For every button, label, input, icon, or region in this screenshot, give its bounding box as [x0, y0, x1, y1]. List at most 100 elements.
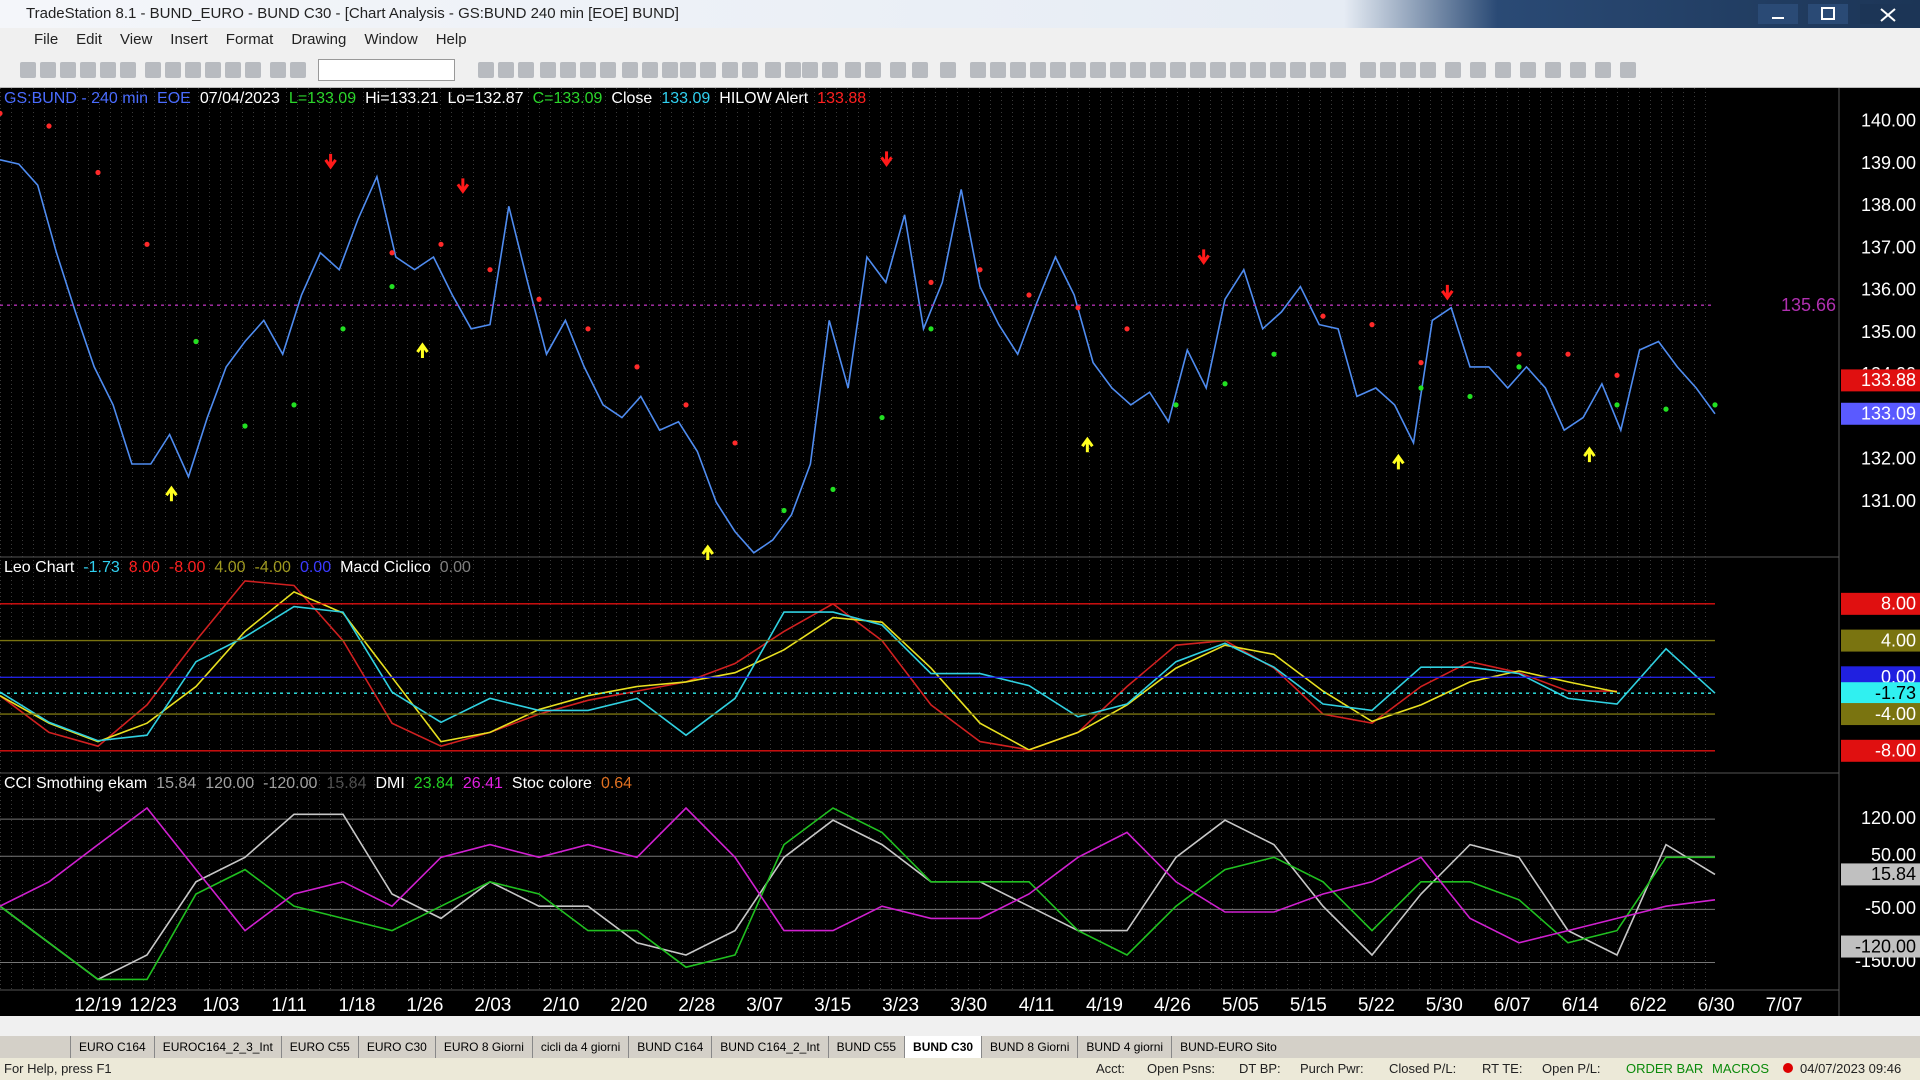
toolbar-button[interactable] [1520, 62, 1536, 78]
toolbar-button[interactable] [912, 62, 928, 78]
menu-item[interactable]: Edit [76, 31, 103, 48]
toolbar-button[interactable] [765, 62, 781, 78]
pane-header-text: Lo=132.87 [448, 90, 524, 107]
toolbar-button[interactable] [290, 62, 306, 78]
toolbar-button[interactable] [1150, 62, 1166, 78]
toolbar-button[interactable] [478, 62, 494, 78]
toolbar-button[interactable] [80, 62, 96, 78]
workspace-tab[interactable]: EURO C30 [357, 1036, 435, 1058]
toolbar-button[interactable] [1010, 62, 1026, 78]
series-line [0, 813, 1716, 981]
toolbar-button[interactable] [1570, 62, 1586, 78]
toolbar-button[interactable] [1130, 62, 1146, 78]
menu-item[interactable]: Window [364, 31, 418, 48]
toolbar-button[interactable] [1620, 62, 1636, 78]
pane-header-text: 133.88 [817, 90, 866, 107]
toolbar-button[interactable] [1290, 62, 1306, 78]
macros-indicator[interactable]: MACROS [1712, 1061, 1770, 1076]
toolbar-button[interactable] [1310, 62, 1326, 78]
toolbar-button[interactable] [1360, 62, 1376, 78]
toolbar-button[interactable] [865, 62, 881, 78]
toolbar-button[interactable] [785, 62, 801, 78]
workspace-tab[interactable]: BUND C164 [628, 1036, 711, 1058]
toolbar-button[interactable] [890, 62, 906, 78]
toolbar-button[interactable] [145, 62, 161, 78]
toolbar-button[interactable] [845, 62, 861, 78]
workspace-tab[interactable]: cicli da 4 giorni [531, 1036, 628, 1058]
toolbar-button[interactable] [225, 62, 241, 78]
workspace-tab[interactable]: BUND C164_2_Int [711, 1036, 827, 1058]
toolbar-button[interactable] [1110, 62, 1126, 78]
toolbar-button[interactable] [1270, 62, 1286, 78]
workspace-tab[interactable]: BUND 8 Giorni [981, 1036, 1077, 1058]
toolbar-button[interactable] [1380, 62, 1396, 78]
toolbar-button[interactable] [185, 62, 201, 78]
toolbar-button[interactable] [940, 62, 956, 78]
toolbar-button[interactable] [1190, 62, 1206, 78]
menu-item[interactable]: Drawing [291, 31, 347, 48]
toolbar-button[interactable] [1050, 62, 1066, 78]
toolbar-button[interactable] [540, 62, 556, 78]
workspace-tab[interactable]: EURO C164 [70, 1036, 154, 1058]
workspace-tab[interactable]: BUND 4 giorni [1077, 1036, 1171, 1058]
toolbar-button[interactable] [1470, 62, 1486, 78]
toolbar-button[interactable] [1595, 62, 1611, 78]
toolbar-button[interactable] [1545, 62, 1561, 78]
toolbar-button[interactable] [822, 62, 838, 78]
toolbar-button[interactable] [1330, 62, 1346, 78]
toolbar-button[interactable] [1170, 62, 1186, 78]
toolbar-button[interactable] [1420, 62, 1436, 78]
workspace-tab[interactable]: EURO C55 [280, 1036, 358, 1058]
toolbar-button[interactable] [700, 62, 716, 78]
toolbar-button[interactable] [622, 62, 638, 78]
toolbar-button[interactable] [518, 62, 534, 78]
pane-header-text: Stoc colore [512, 775, 592, 792]
toolbar-button[interactable] [100, 62, 116, 78]
toolbar-button[interactable] [642, 62, 658, 78]
toolbar-button[interactable] [722, 62, 738, 78]
toolbar-button[interactable] [498, 62, 514, 78]
toolbar-button[interactable] [1210, 62, 1226, 78]
horizontal-scrollbar[interactable] [0, 1016, 1920, 1036]
toolbar-button[interactable] [662, 62, 678, 78]
menu-item[interactable]: Format [225, 31, 274, 48]
toolbar-button[interactable] [120, 62, 136, 78]
axis-value-box [1841, 402, 1920, 425]
toolbar-button[interactable] [1090, 62, 1106, 78]
toolbar-button[interactable] [1400, 62, 1416, 78]
toolbar-button[interactable] [990, 62, 1006, 78]
toolbar-button[interactable] [560, 62, 576, 78]
toolbar-button[interactable] [165, 62, 181, 78]
toolbar-button[interactable] [600, 62, 616, 78]
menu-item[interactable]: Help [435, 31, 467, 48]
toolbar-button[interactable] [270, 62, 286, 78]
symbol-combo[interactable] [318, 59, 455, 81]
toolbar-button[interactable] [1030, 62, 1046, 78]
toolbar-button[interactable] [680, 62, 696, 78]
toolbar-button[interactable] [1445, 62, 1461, 78]
order-bar-indicator[interactable]: ORDER BAR [1626, 1061, 1704, 1076]
toolbar-button[interactable] [580, 62, 596, 78]
toolbar-button[interactable] [970, 62, 986, 78]
workspace-tab[interactable]: BUND C55 [827, 1036, 904, 1058]
toolbar-button[interactable] [40, 62, 56, 78]
maximize-button[interactable] [1808, 4, 1848, 24]
toolbar-button[interactable] [60, 62, 76, 78]
toolbar-button[interactable] [245, 62, 261, 78]
toolbar-button[interactable] [20, 62, 36, 78]
toolbar-button[interactable] [1250, 62, 1266, 78]
toolbar-button[interactable] [1070, 62, 1086, 78]
workspace-tab[interactable]: BUND-EURO Sito [1171, 1036, 1285, 1058]
workspace-tab[interactable]: EUROC164_2_3_Int [153, 1036, 281, 1058]
menu-item[interactable]: View [120, 31, 153, 48]
workspace-tab[interactable]: EURO 8 Giorni [434, 1036, 532, 1058]
toolbar-button[interactable] [1495, 62, 1511, 78]
menu-item[interactable]: File [34, 31, 59, 48]
workspace-tab[interactable]: BUND C30 [904, 1036, 982, 1058]
toolbar-button[interactable] [1230, 62, 1246, 78]
toolbar-button[interactable] [802, 62, 818, 78]
menu-item[interactable]: Insert [170, 31, 208, 48]
toolbar-button[interactable] [205, 62, 221, 78]
minimize-button[interactable] [1758, 4, 1798, 24]
toolbar-button[interactable] [742, 62, 758, 78]
